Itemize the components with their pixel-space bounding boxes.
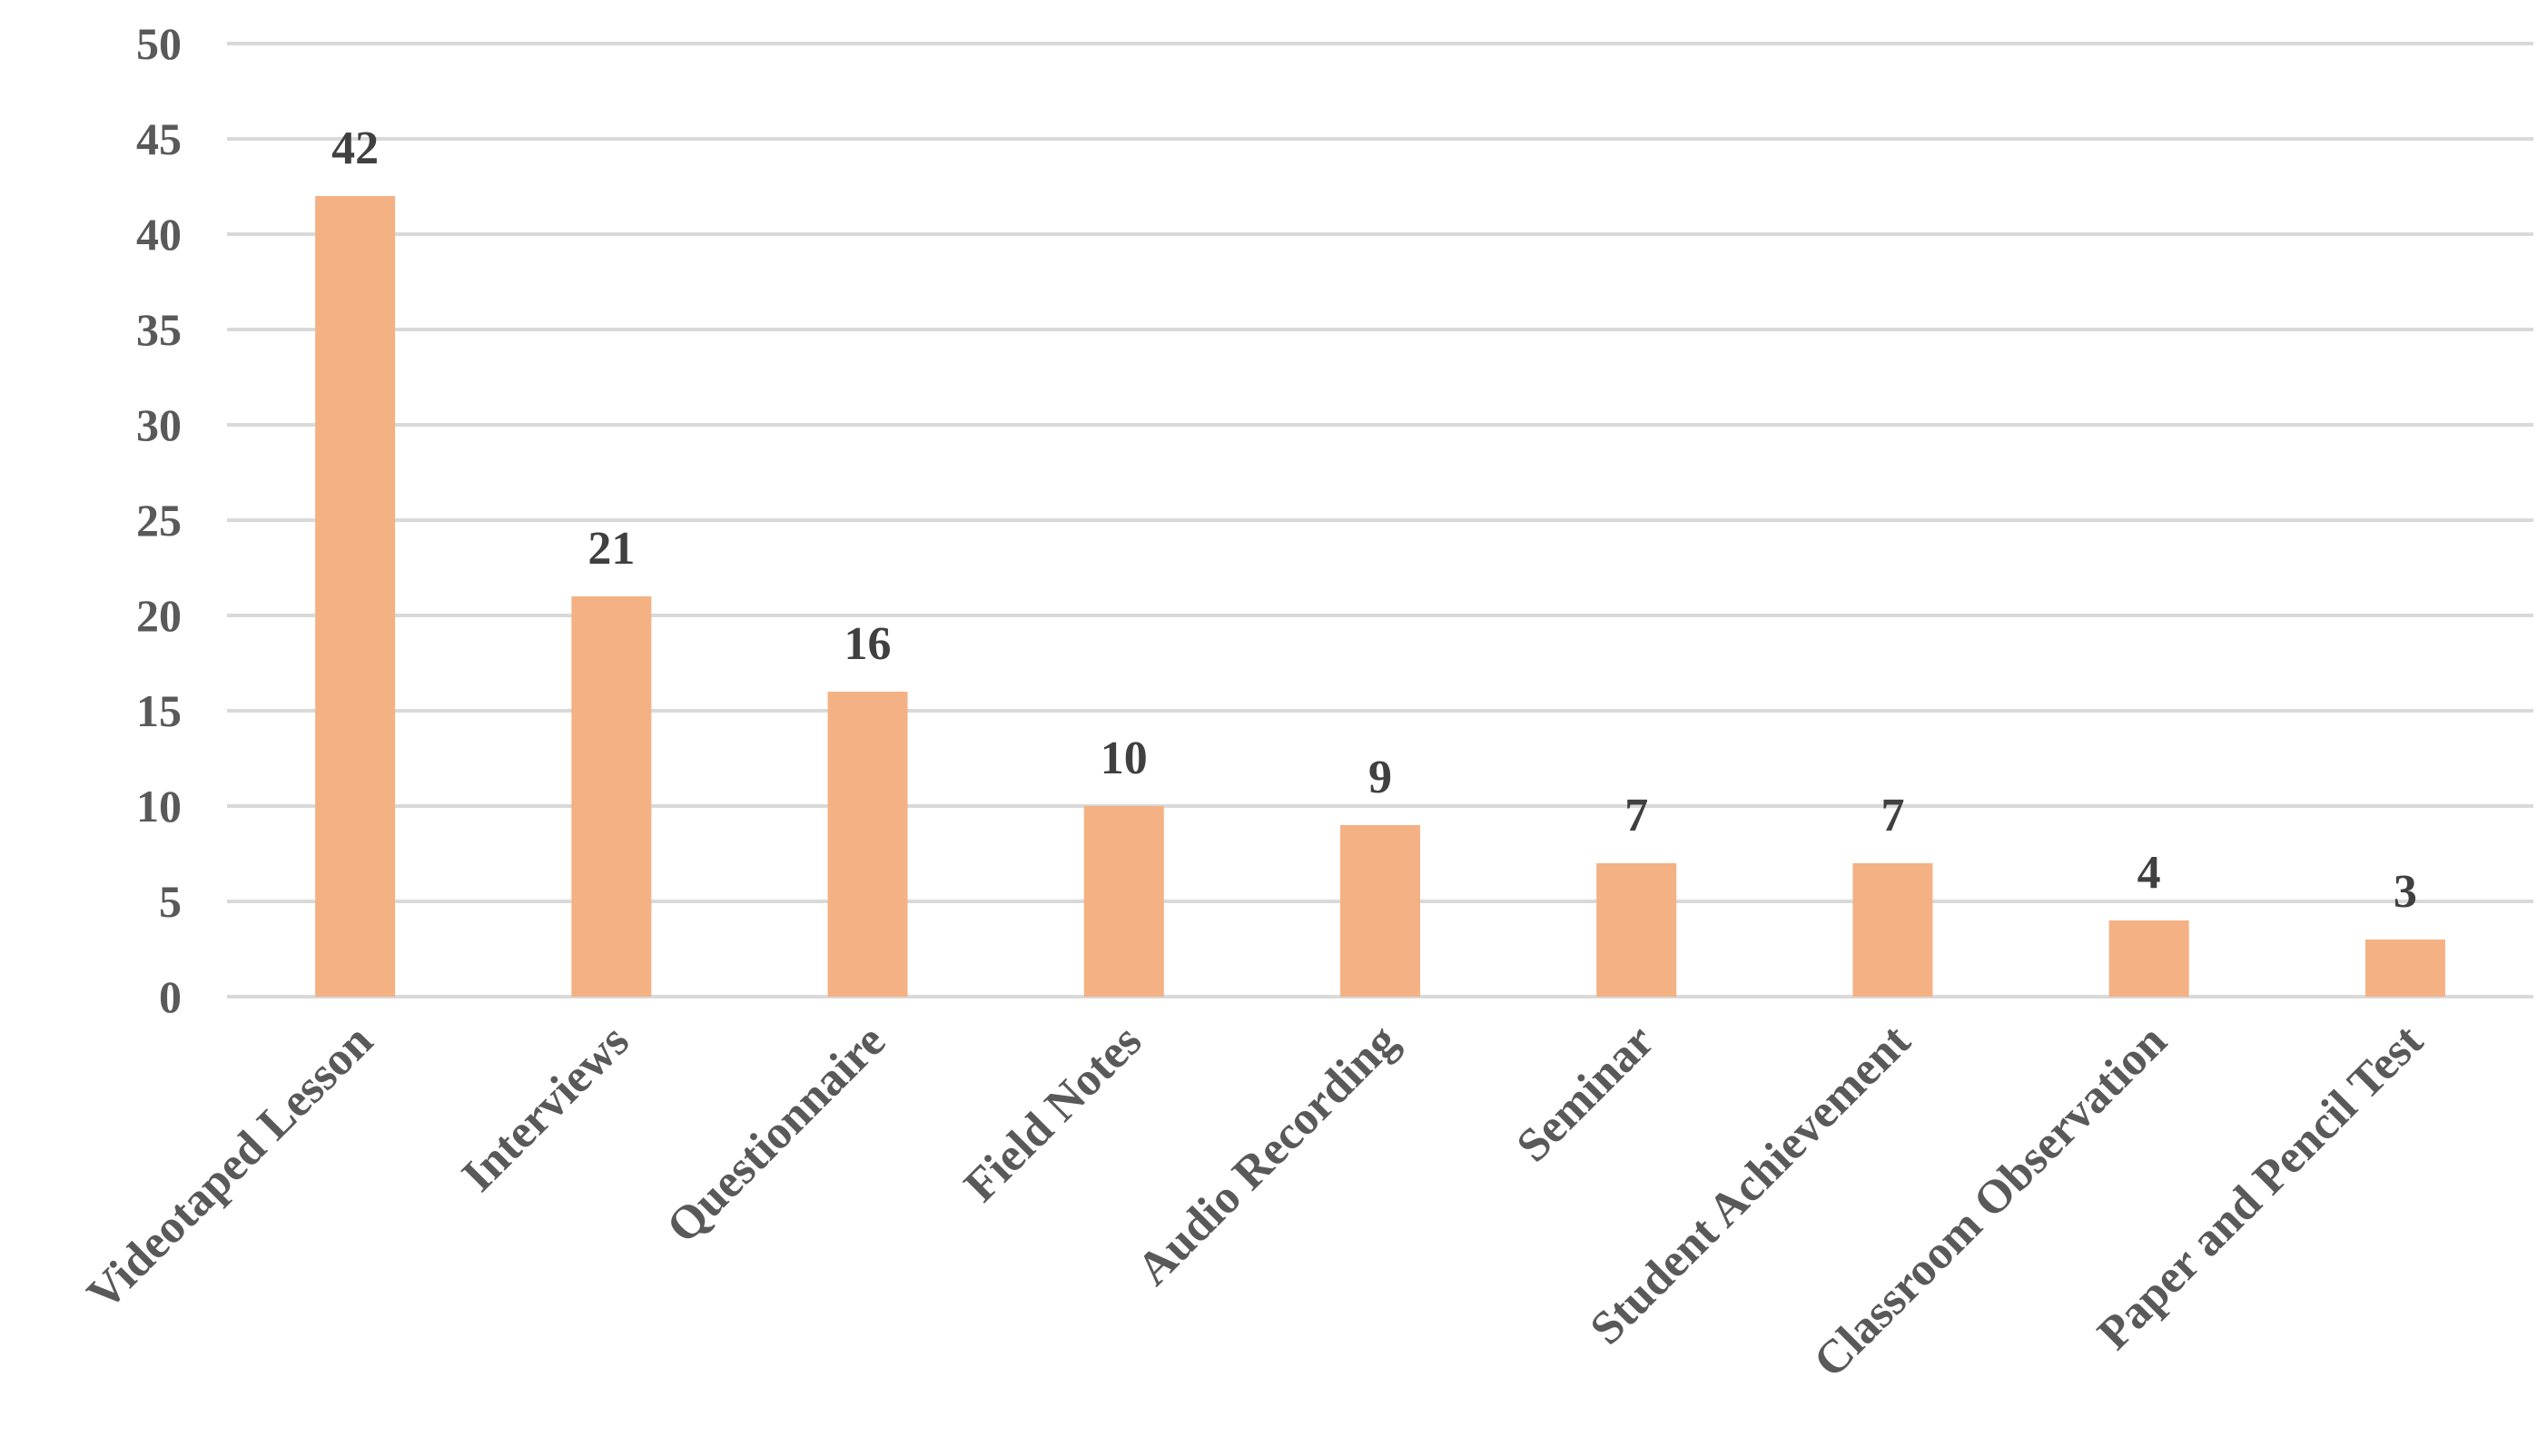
bars [315, 196, 2445, 997]
y-axis-ticks: 0 5 10 15 20 25 30 35 40 45 50 [136, 18, 182, 1022]
data-label: 7 [1881, 790, 1904, 841]
x-tick-label: Interviews [452, 1015, 639, 1202]
data-label: 21 [587, 523, 635, 575]
bar [1596, 863, 1677, 997]
bar [1083, 806, 1164, 997]
y-tick-label: 20 [136, 590, 182, 641]
bar [827, 692, 908, 997]
y-tick-label: 15 [136, 685, 182, 736]
y-tick-label: 45 [136, 113, 182, 164]
y-tick-label: 5 [159, 876, 182, 927]
bar [1852, 863, 1933, 997]
x-tick-label: Field Notes [954, 1015, 1151, 1212]
data-label: 10 [1101, 733, 1148, 784]
data-label: 9 [1368, 752, 1392, 803]
data-label: 3 [2394, 866, 2417, 918]
bar [571, 596, 652, 997]
y-tick-label: 30 [136, 399, 182, 450]
y-tick-label: 10 [136, 781, 182, 831]
data-label: 42 [331, 123, 379, 174]
data-labels: 42 21 16 10 9 7 7 4 3 [331, 123, 2417, 918]
data-label: 4 [2137, 847, 2161, 899]
y-tick-label: 0 [159, 971, 182, 1022]
bar [315, 196, 396, 997]
bar [2364, 940, 2445, 997]
x-tick-label: Seminar [1507, 1015, 1664, 1172]
y-tick-label: 35 [136, 304, 182, 355]
x-tick-label: Videotaped Lesson [77, 1015, 382, 1320]
x-tick-label: Questionnaire [657, 1015, 895, 1253]
bar [1340, 825, 1420, 997]
x-axis-ticks: Videotaped Lesson Interviews Questionnaire… [77, 1015, 2433, 1388]
y-tick-label: 40 [136, 209, 182, 260]
data-label: 7 [1624, 790, 1648, 841]
data-label: 16 [844, 618, 892, 670]
x-tick-label: Audio Recording [1128, 1015, 1408, 1295]
y-tick-label: 50 [136, 18, 182, 69]
y-tick-label: 25 [136, 495, 182, 546]
bar [2108, 920, 2189, 997]
